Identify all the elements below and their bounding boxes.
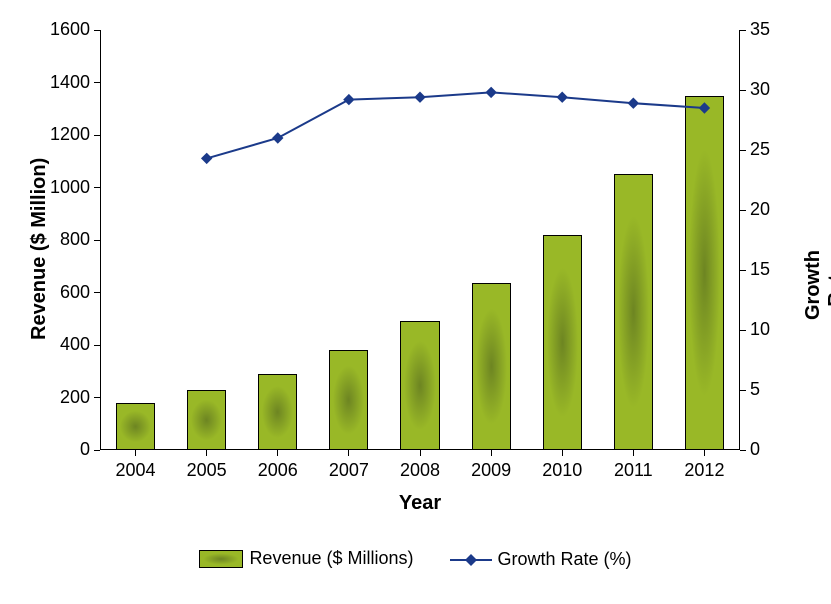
growth-line-layer [100, 30, 740, 450]
y-left-tick-label: 1400 [50, 72, 90, 93]
x-tick-label: 2006 [248, 460, 308, 481]
growth-rate-marker [699, 103, 709, 113]
legend-label: Growth Rate (%) [498, 549, 632, 570]
x-tick-label: 2011 [603, 460, 663, 481]
x-axis-title: Year [100, 492, 740, 515]
x-tick-label: 2007 [319, 460, 379, 481]
y-left-axis-title: Revenue ($ Million) [28, 158, 51, 340]
growth-rate-marker [557, 92, 567, 102]
x-tick [704, 450, 705, 456]
x-tick-label: 2009 [461, 460, 521, 481]
legend-item: Revenue ($ Millions) [199, 548, 413, 569]
y-right-tick [740, 450, 746, 451]
y-right-tick-label: 10 [750, 319, 770, 340]
revenue-growth-chart: Revenue ($ Million) Growth Rate (%) Year… [0, 0, 831, 604]
y-left-tick-label: 1600 [50, 19, 90, 40]
x-tick [420, 450, 421, 456]
y-right-tick [740, 30, 746, 31]
x-tick-label: 2012 [674, 460, 734, 481]
y-right-tick-label: 5 [750, 379, 760, 400]
legend-label: Revenue ($ Millions) [249, 548, 413, 569]
x-tick-label: 2004 [106, 460, 166, 481]
y-right-tick-label: 20 [750, 199, 770, 220]
x-tick [491, 450, 492, 456]
y-right-axis-title: Growth Rate (%) [802, 250, 831, 320]
y-left-tick-label: 400 [60, 334, 90, 355]
x-tick [277, 450, 278, 456]
x-tick [348, 450, 349, 456]
y-left-tick-label: 1000 [50, 177, 90, 198]
x-tick [562, 450, 563, 456]
y-left-tick-label: 1200 [50, 124, 90, 145]
y-right-tick [740, 330, 746, 331]
y-left-tick-label: 600 [60, 282, 90, 303]
growth-rate-marker [628, 98, 638, 108]
x-tick [633, 450, 634, 456]
x-tick [206, 450, 207, 456]
x-tick-label: 2005 [177, 460, 237, 481]
growth-rate-marker [273, 133, 283, 143]
growth-rate-marker [486, 87, 496, 97]
y-left-tick-label: 200 [60, 387, 90, 408]
y-left-tick-label: 0 [80, 439, 90, 460]
y-right-tick [740, 390, 746, 391]
y-right-tick [740, 150, 746, 151]
y-right-tick [740, 210, 746, 211]
legend-item: Growth Rate (%) [450, 549, 632, 570]
legend: Revenue ($ Millions) Growth Rate (%) [0, 548, 831, 573]
plot-area [100, 30, 740, 450]
x-tick-label: 2008 [390, 460, 450, 481]
legend-line-swatch [450, 552, 492, 568]
growth-rate-marker [344, 95, 354, 105]
growth-rate-marker [202, 153, 212, 163]
x-tick [135, 450, 136, 456]
y-right-tick-label: 25 [750, 139, 770, 160]
y-right-tick-label: 35 [750, 19, 770, 40]
y-left-tick-label: 800 [60, 229, 90, 250]
legend-bar-swatch [199, 550, 243, 568]
y-right-tick-label: 30 [750, 79, 770, 100]
y-right-tick-label: 15 [750, 259, 770, 280]
y-right-tick-label: 0 [750, 439, 760, 460]
x-tick-label: 2010 [532, 460, 592, 481]
growth-rate-marker [415, 92, 425, 102]
y-right-tick [740, 90, 746, 91]
y-right-tick [740, 270, 746, 271]
